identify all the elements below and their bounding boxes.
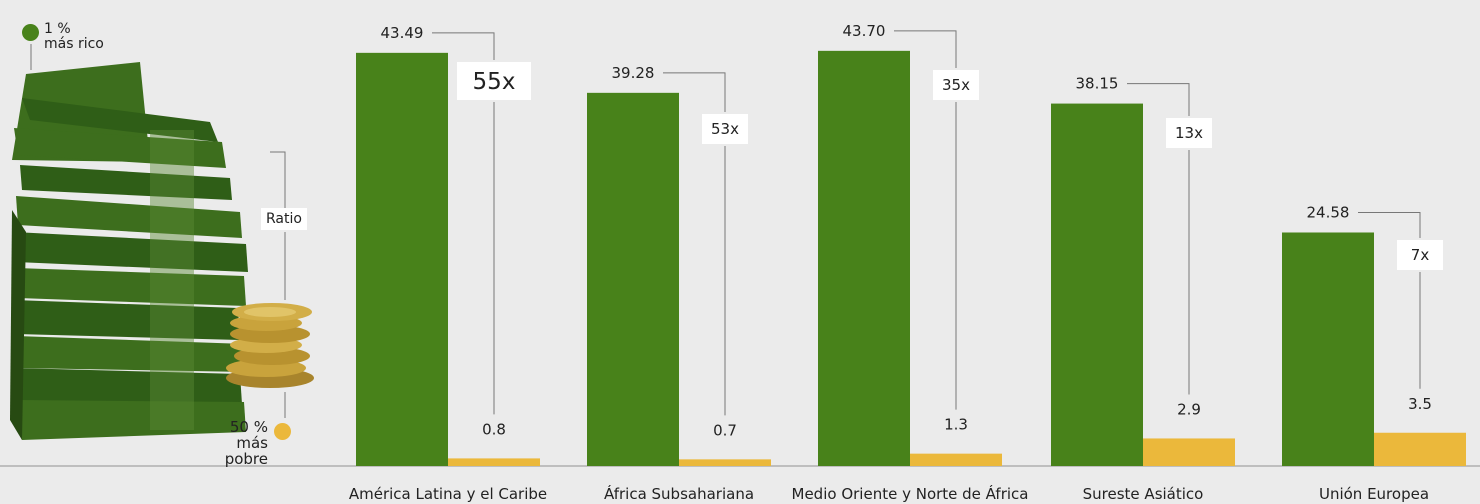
ratio-label-2: 35x	[942, 76, 970, 94]
data-label-bottom50-4: 3.5	[1408, 395, 1432, 413]
legend-poor-line1: 50 %	[229, 418, 268, 436]
ratio-label-1: 53x	[711, 120, 739, 138]
bar-bottom50-0	[448, 458, 540, 466]
ratio-leader-top-0	[432, 32, 495, 60]
data-label-bottom50-2: 1.3	[944, 416, 968, 434]
data-label-bottom50-1: 0.7	[713, 421, 737, 439]
legend-rich-dot	[22, 24, 39, 41]
legend-rich-line2: más rico	[44, 36, 104, 52]
ratio-box-1	[702, 114, 748, 144]
bar-top1-4	[1282, 232, 1374, 466]
ratio-label-3: 13x	[1175, 124, 1203, 142]
bar-top1-0	[356, 52, 448, 466]
ratio-key-leader	[270, 151, 286, 210]
data-label-top1-3: 38.15	[1076, 75, 1119, 93]
data-label-top1-2: 43.70	[843, 22, 886, 40]
legend-rich-label: 1 % más rico	[44, 22, 104, 52]
ratio-box-3	[1166, 118, 1212, 148]
coin-stack-icon	[226, 303, 314, 388]
x-tick-label-4: Unión Europea	[1319, 485, 1429, 503]
bar-top1-2	[818, 50, 910, 466]
ratio-box-0	[457, 62, 531, 100]
ratio-box-2	[933, 70, 979, 100]
bar-bottom50-4	[1374, 432, 1466, 466]
bar-top1-3	[1051, 103, 1143, 466]
bar-bottom50-1	[679, 459, 771, 466]
bar-bottom50-2	[910, 453, 1002, 466]
ratio-leader-top-1	[663, 72, 726, 112]
ratio-box-4	[1397, 240, 1443, 270]
ratio-leader-top-3	[1127, 83, 1190, 116]
ratio-label-0: 55x	[473, 69, 516, 95]
ratio-label-4: 7x	[1411, 246, 1430, 264]
data-label-top1-4: 24.58	[1307, 203, 1350, 221]
data-label-top1-1: 39.28	[612, 64, 655, 82]
ratio-leader-top-2	[894, 30, 957, 68]
x-tick-label-1: África Subsahariana	[604, 484, 754, 503]
ratio-key-label: Ratio	[261, 208, 307, 230]
legend-poor-dot	[274, 423, 291, 440]
x-tick-label-3: Sureste Asiático	[1083, 485, 1204, 503]
data-label-bottom50-3: 2.9	[1177, 400, 1201, 418]
legend-poor-line2: más pobre	[224, 434, 268, 468]
x-tick-label-2: Medio Oriente y Norte de África	[792, 484, 1029, 503]
x-tick-label-0: América Latina y el Caribe	[349, 485, 547, 503]
legend-poor-label: 50 % más pobre	[198, 419, 268, 467]
bar-top1-1	[587, 92, 679, 466]
data-label-top1-0: 43.49	[381, 24, 424, 42]
legend-rich-line1: 1 %	[44, 21, 71, 37]
money-stack-illustration	[10, 62, 314, 440]
bar-bottom50-3	[1143, 438, 1235, 466]
data-label-bottom50-0: 0.8	[482, 420, 506, 438]
ratio-leader-top-4	[1358, 211, 1421, 238]
